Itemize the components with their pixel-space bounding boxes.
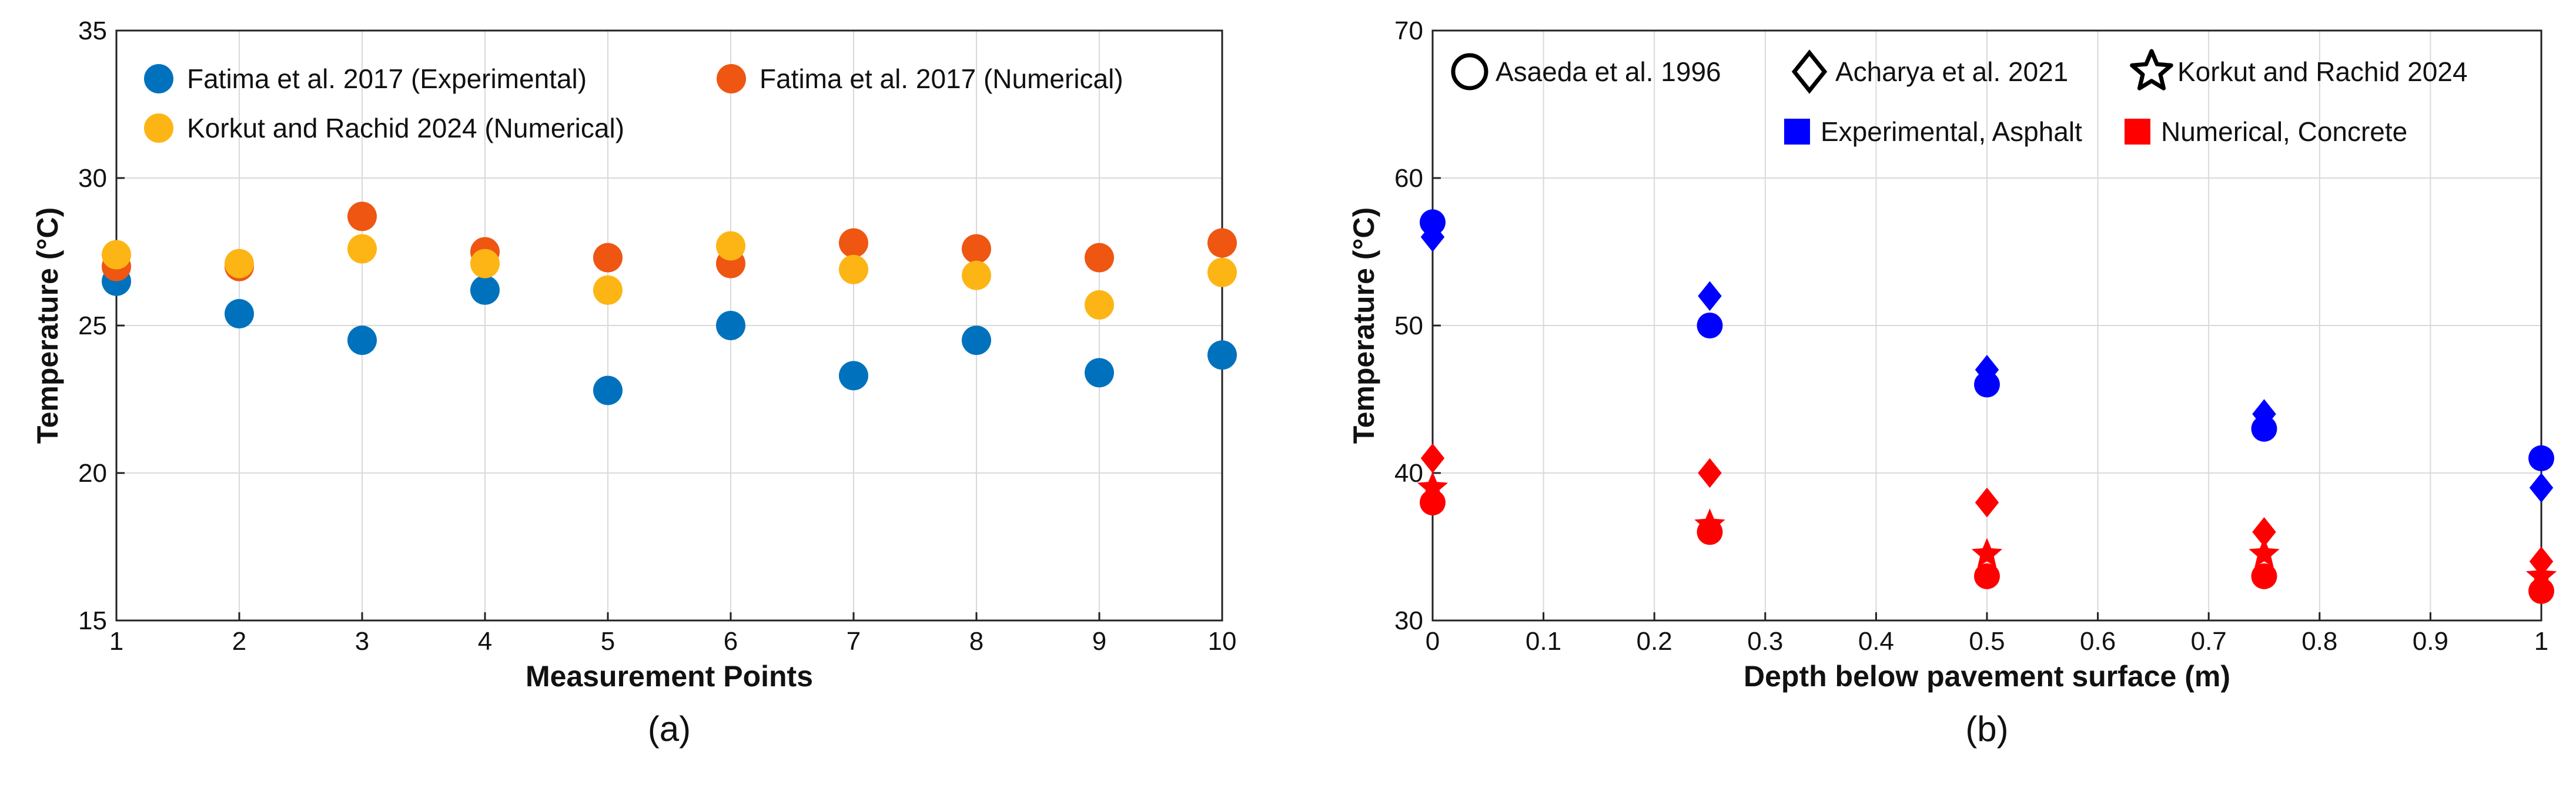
legend-label: Fatima et al. 2017 (Experimental) bbox=[187, 63, 587, 94]
data-point bbox=[2252, 517, 2276, 547]
x-tick-label: 0.9 bbox=[2413, 627, 2448, 656]
data-point bbox=[1975, 355, 1999, 385]
y-tick-label: 60 bbox=[1394, 164, 1423, 193]
data-point bbox=[962, 260, 991, 290]
data-point bbox=[1971, 538, 2003, 568]
legend-marker bbox=[1451, 53, 1488, 90]
legend-label: Korkut and Rachid 2024 bbox=[2177, 56, 2468, 87]
x-tick-label: 0.7 bbox=[2191, 627, 2227, 656]
legend-marker bbox=[144, 113, 173, 143]
x-tick-label: 0.8 bbox=[2301, 627, 2337, 656]
data-point bbox=[225, 249, 254, 279]
data-point bbox=[962, 234, 991, 264]
data-point bbox=[1417, 471, 1448, 501]
y-tick-label: 30 bbox=[1394, 606, 1423, 635]
x-tick-label: 6 bbox=[724, 627, 738, 656]
x-tick-label: 0.3 bbox=[1747, 627, 1783, 656]
data-point bbox=[1698, 281, 1722, 311]
data-point bbox=[1697, 313, 1723, 338]
data-point bbox=[1207, 228, 1237, 258]
data-point bbox=[716, 231, 745, 261]
data-point bbox=[1974, 563, 2000, 589]
y-axis-label: Temperature (°C) bbox=[31, 207, 64, 444]
y-tick-label: 15 bbox=[78, 606, 107, 635]
x-tick-label: 0.2 bbox=[1637, 627, 1672, 656]
x-axis-label: Depth below pavement surface (m) bbox=[1744, 660, 2230, 693]
legend-marker bbox=[2130, 49, 2173, 90]
figure-caption: (a) bbox=[648, 709, 691, 749]
x-tick-label: 1 bbox=[109, 627, 123, 656]
legend-label: Experimental, Asphalt bbox=[1821, 116, 2082, 147]
data-point bbox=[347, 202, 377, 232]
data-point bbox=[1085, 358, 1114, 388]
data-point bbox=[470, 249, 500, 279]
data-point bbox=[593, 243, 623, 273]
x-tick-label: 4 bbox=[478, 627, 492, 656]
data-point bbox=[839, 254, 868, 284]
legend-marker bbox=[1791, 49, 1828, 94]
legend-label: Acharya et al. 2021 bbox=[1835, 56, 2068, 87]
data-point bbox=[102, 240, 131, 270]
data-point bbox=[347, 326, 377, 355]
data-point bbox=[839, 361, 868, 391]
y-tick-label: 35 bbox=[78, 16, 107, 45]
data-point bbox=[2529, 472, 2554, 503]
x-tick-label: 7 bbox=[847, 627, 861, 656]
data-point bbox=[839, 228, 868, 258]
legend-label: Korkut and Rachid 2024 (Numerical) bbox=[187, 113, 624, 143]
x-tick-label: 0.4 bbox=[1858, 627, 1894, 656]
legend-label: Asaeda et al. 1996 bbox=[1496, 56, 1721, 87]
y-tick-label: 70 bbox=[1394, 16, 1423, 45]
data-point bbox=[593, 375, 623, 405]
x-tick-label: 8 bbox=[969, 627, 983, 656]
data-point bbox=[1698, 458, 1722, 488]
data-point bbox=[1085, 243, 1114, 273]
data-point bbox=[347, 234, 377, 264]
y-tick-label: 50 bbox=[1394, 311, 1423, 340]
legend-label: Fatima et al. 2017 (Numerical) bbox=[760, 63, 1123, 94]
x-tick-label: 3 bbox=[355, 627, 369, 656]
legend-label: Numerical, Concrete bbox=[2161, 116, 2407, 147]
data-point bbox=[2249, 538, 2280, 568]
x-tick-label: 0.1 bbox=[1525, 627, 1561, 656]
data-point bbox=[225, 298, 254, 328]
y-tick-label: 20 bbox=[78, 459, 107, 488]
x-axis-label: Measurement Points bbox=[526, 660, 813, 693]
data-point bbox=[1207, 257, 1237, 287]
x-tick-label: 0.6 bbox=[2080, 627, 2116, 656]
x-tick-label: 10 bbox=[1208, 627, 1237, 656]
data-point bbox=[593, 275, 623, 305]
x-tick-label: 0 bbox=[1426, 627, 1440, 656]
data-point bbox=[2251, 563, 2277, 589]
data-point bbox=[2525, 560, 2557, 589]
figure-caption: (b) bbox=[1965, 709, 2008, 749]
data-point bbox=[1420, 222, 1445, 252]
y-tick-label: 25 bbox=[78, 311, 107, 340]
legend-color-swatch bbox=[2125, 119, 2150, 145]
x-tick-label: 5 bbox=[601, 627, 615, 656]
x-tick-label: 0.5 bbox=[1969, 627, 2005, 656]
legend-marker bbox=[717, 64, 746, 93]
x-tick-label: 9 bbox=[1092, 627, 1106, 656]
chart-a: 1 2 3 4 5 6 7 8 9 10 15 20 25 30 35 Measurement Points T… bbox=[31, 16, 1237, 749]
data-point bbox=[2252, 399, 2276, 429]
data-point bbox=[2528, 445, 2554, 471]
data-point bbox=[470, 275, 500, 305]
legend-marker bbox=[144, 64, 173, 93]
x-tick-label: 1 bbox=[2534, 627, 2548, 656]
data-point bbox=[1694, 508, 1725, 538]
x-tick-label: 2 bbox=[232, 627, 246, 656]
chart-b: 0 0.1 0.2 0.3 0.4 0.5 0.6 0.7 0.8 0.9 13040506070D… bbox=[1347, 16, 2557, 749]
data-point bbox=[1085, 290, 1114, 320]
y-tick-label: 30 bbox=[78, 164, 107, 193]
y-axis-label: Temperature (°C) bbox=[1347, 207, 1380, 444]
data-point bbox=[716, 311, 745, 340]
data-point bbox=[1420, 443, 1445, 474]
data-point bbox=[962, 326, 991, 355]
data-point bbox=[1975, 487, 1999, 518]
data-point bbox=[1207, 340, 1237, 370]
legend-color-swatch bbox=[1784, 119, 1810, 145]
